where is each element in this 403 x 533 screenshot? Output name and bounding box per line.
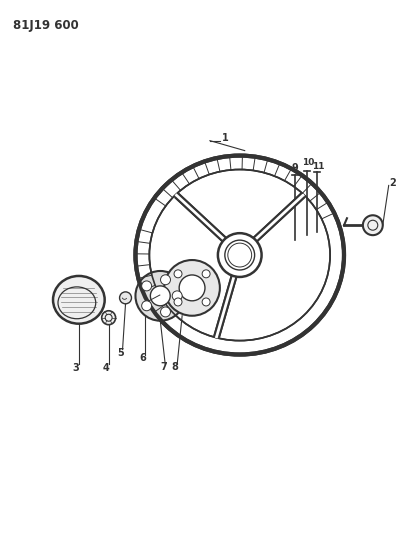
Circle shape — [150, 286, 170, 306]
Text: 81J19 600: 81J19 600 — [13, 19, 79, 33]
Text: 7: 7 — [160, 362, 166, 373]
Circle shape — [202, 298, 210, 306]
Circle shape — [102, 311, 116, 325]
Text: 4: 4 — [102, 364, 109, 374]
Circle shape — [174, 270, 182, 278]
Circle shape — [292, 237, 298, 243]
Circle shape — [172, 291, 182, 301]
Text: 5: 5 — [117, 348, 124, 358]
Text: 8: 8 — [172, 362, 179, 373]
Text: 11: 11 — [312, 161, 325, 171]
Circle shape — [179, 275, 205, 301]
Text: 6: 6 — [139, 352, 146, 362]
Ellipse shape — [53, 276, 105, 324]
Circle shape — [142, 281, 152, 291]
Ellipse shape — [135, 156, 344, 354]
Circle shape — [160, 307, 170, 317]
Circle shape — [140, 303, 150, 313]
Circle shape — [160, 275, 170, 285]
Text: 1: 1 — [222, 133, 229, 143]
Text: 3: 3 — [73, 364, 79, 374]
Circle shape — [202, 270, 210, 278]
Circle shape — [142, 301, 152, 311]
Circle shape — [363, 215, 383, 235]
Circle shape — [164, 260, 220, 316]
Circle shape — [135, 271, 185, 321]
Text: 10: 10 — [302, 158, 315, 166]
Circle shape — [120, 292, 131, 304]
Circle shape — [174, 298, 182, 306]
Text: 9: 9 — [291, 163, 298, 173]
Circle shape — [218, 233, 262, 277]
Text: 2: 2 — [390, 179, 397, 189]
